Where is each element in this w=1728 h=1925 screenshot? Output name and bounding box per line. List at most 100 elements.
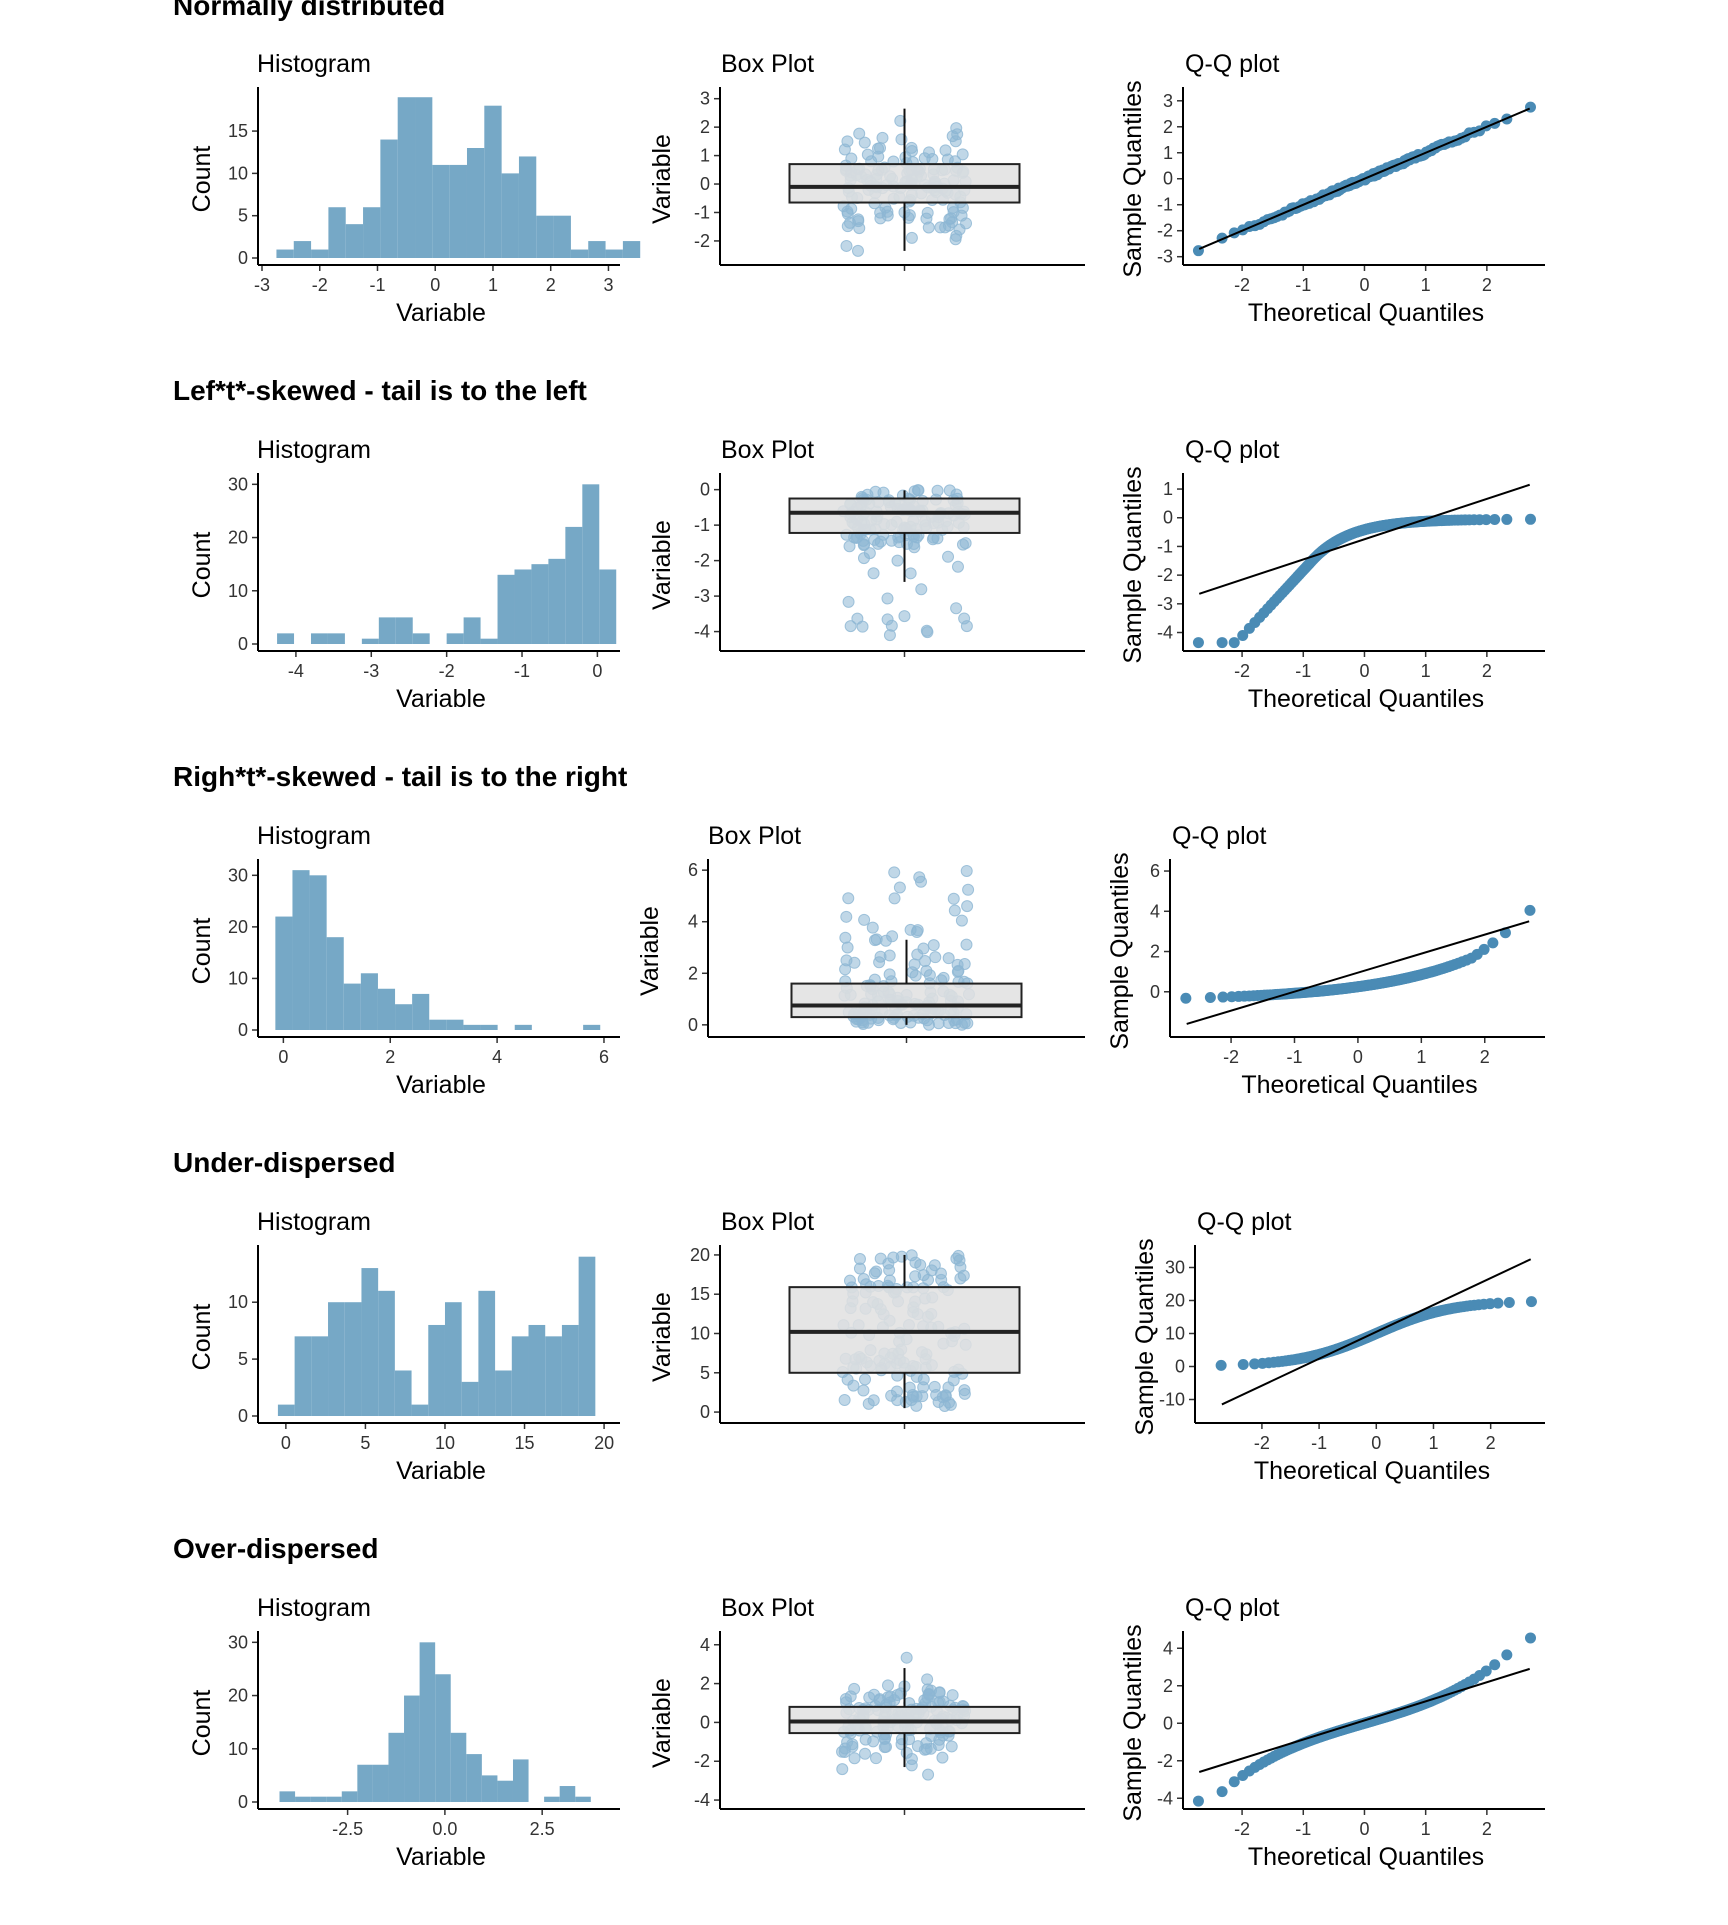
- histogram-bar: [357, 1764, 373, 1802]
- histogram-bar: [326, 937, 344, 1030]
- panel-box-3: Box Plot 0 5 10 15 20 Variable: [648, 1208, 1085, 1429]
- y-tick-label: 10: [228, 581, 248, 601]
- histogram-bar: [575, 1796, 591, 1802]
- histogram-bar: [432, 164, 450, 258]
- y-axis-label: Sample Quantiles: [1106, 852, 1134, 1049]
- jitter-point: [933, 1686, 946, 1699]
- histogram-bar: [466, 148, 485, 258]
- row-title-right-skew: Righ*t*-skewed - tail is to the right: [173, 761, 628, 792]
- y-tick-label: 6: [1150, 861, 1160, 881]
- y-axis-label: Variable: [648, 1292, 676, 1382]
- y-tick-label: -4: [694, 1790, 710, 1810]
- jitter-point: [928, 1380, 941, 1393]
- y-tick-label: -4: [694, 622, 710, 642]
- jitter-point: [905, 231, 918, 244]
- panel-title: Q-Q plot: [1185, 50, 1280, 78]
- jitter-point: [838, 1394, 851, 1407]
- histogram-bar: [428, 1324, 445, 1416]
- qq-point: [1492, 1297, 1504, 1309]
- x-tick-label: -2: [1254, 1433, 1270, 1453]
- y-tick-label: 3: [1163, 91, 1173, 111]
- y-tick-label: 0: [1163, 1713, 1173, 1733]
- row-title-left-skew: Lef*t*-skewed - tail is to the left: [173, 375, 587, 406]
- y-axis-label: Count: [188, 918, 216, 985]
- histogram-bar: [495, 1370, 512, 1416]
- histogram-bar: [518, 156, 537, 258]
- y-tick-label: -2: [1157, 1751, 1173, 1771]
- histogram-bar: [528, 1324, 546, 1416]
- panel-bar-1: Histogram 0 10 20 30 Count -4 -3 -2 -1 0 Variable: [188, 436, 620, 713]
- histogram-bar: [514, 569, 532, 644]
- qq-point: [1501, 513, 1513, 525]
- y-tick-label: 10: [228, 163, 248, 183]
- y-tick-label: 6: [688, 860, 698, 880]
- jitter-point: [841, 941, 854, 954]
- x-axis-label: Variable: [396, 1457, 486, 1485]
- histogram-bar: [311, 249, 329, 258]
- x-tick-label: -3: [254, 275, 270, 295]
- jitter-point: [853, 127, 866, 140]
- histogram-bar: [484, 105, 502, 258]
- x-tick-label: -2.5: [332, 1819, 363, 1839]
- y-tick-label: 0: [1175, 1357, 1185, 1377]
- histogram-bar: [360, 973, 378, 1030]
- histogram-bar: [276, 249, 294, 258]
- y-tick-label: 5: [238, 1349, 248, 1369]
- x-tick-label: -3: [363, 661, 379, 681]
- panel-bar-3: Histogram 0 5 10 Count 0 5 10 15 20 Variable: [188, 1208, 620, 1485]
- y-tick-label: 0: [700, 174, 710, 194]
- jitter-point: [932, 1017, 945, 1030]
- jitter-point: [906, 966, 919, 979]
- x-tick-label: -2: [1234, 1819, 1250, 1839]
- histogram-bar: [565, 526, 583, 644]
- qq-point: [1478, 943, 1490, 955]
- x-tick-label: 4: [492, 1047, 502, 1067]
- y-tick-label: 2: [1163, 117, 1173, 137]
- x-tick-label: 1: [1421, 1819, 1431, 1839]
- jitter-point: [931, 484, 944, 497]
- jitter-point: [894, 114, 907, 127]
- y-tick-label: 5: [700, 1363, 710, 1383]
- histogram-bar: [582, 484, 600, 644]
- x-tick-label: 2: [1482, 661, 1492, 681]
- jitter-point: [939, 1390, 952, 1403]
- jitter-point: [902, 211, 915, 224]
- y-tick-label: 0: [238, 1792, 248, 1812]
- qq-point: [1525, 1296, 1537, 1308]
- y-tick-label: -2: [694, 1751, 710, 1771]
- histogram-bar: [344, 1302, 362, 1416]
- x-tick-label: 2.5: [530, 1819, 555, 1839]
- panel-title: Q-Q plot: [1185, 1594, 1280, 1622]
- histogram-bar: [548, 558, 566, 644]
- panel-bar-4: Histogram 0 10 20 30 Count -2.5 0.0 2.5 Variable: [188, 1594, 620, 1871]
- jitter-point: [917, 942, 930, 955]
- histogram-bar: [583, 1024, 601, 1030]
- jitter-point: [848, 956, 861, 969]
- panel-title: Box Plot: [721, 1594, 814, 1622]
- x-tick-label: 1: [1428, 1433, 1438, 1453]
- x-tick-label: 2: [1486, 1433, 1496, 1453]
- qq-point: [1524, 904, 1536, 916]
- x-tick-label: 10: [435, 1433, 455, 1453]
- x-tick-label: -2: [439, 661, 455, 681]
- y-tick-label: 15: [690, 1284, 710, 1304]
- y-tick-label: 15: [228, 121, 248, 141]
- jitter-point: [881, 592, 894, 605]
- x-tick-label: 2: [1480, 1047, 1490, 1067]
- y-tick-label: 0: [688, 1015, 698, 1035]
- y-axis-label: Sample Quantiles: [1119, 1624, 1147, 1821]
- jitter-point: [942, 952, 955, 965]
- jitter-point: [893, 881, 906, 894]
- histogram-bar: [444, 1302, 462, 1416]
- histogram-bar: [446, 1019, 464, 1030]
- histogram-bar: [361, 638, 379, 644]
- jitter-point: [878, 1733, 891, 1746]
- qq-point: [1228, 1776, 1240, 1788]
- histogram-bar: [412, 633, 430, 644]
- histogram-bar: [559, 1786, 576, 1802]
- y-tick-label: 30: [228, 865, 248, 885]
- y-tick-label: -1: [694, 202, 710, 222]
- panel-title: Histogram: [257, 436, 371, 464]
- histogram-bar: [435, 1674, 451, 1802]
- x-tick-label: 2: [546, 275, 556, 295]
